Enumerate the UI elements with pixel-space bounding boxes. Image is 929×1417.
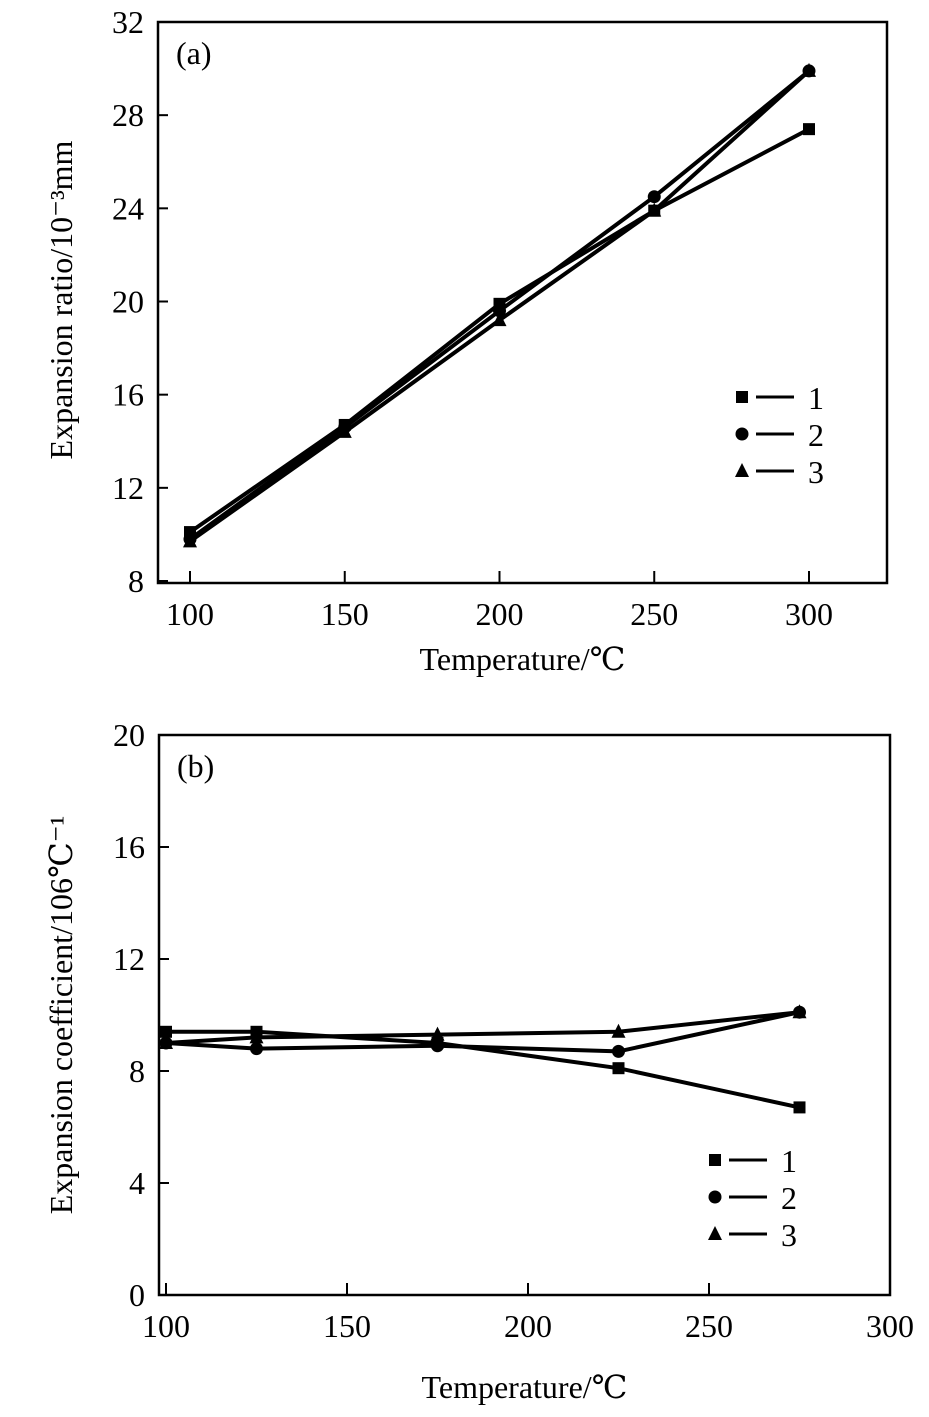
data-point [792,1004,807,1019]
data-point [612,1062,625,1075]
x-axis-label: Temperature/℃ [422,1369,628,1405]
y-axis-label: Expansion coefficient/106℃⁻¹ [43,816,79,1214]
series-3 [159,1004,807,1049]
y-axis-label: Expansion ratio/10⁻³mm [43,140,79,459]
panel-label: (a) [176,35,212,71]
y-tick-label: 32 [112,4,144,40]
data-point [493,304,506,318]
legend-item: 1 [709,1143,797,1179]
data-point [160,1025,172,1038]
chart-panel-a: 100 150 200 250 300 8 12 16 20 24 28 32 (a) Temperatu… [43,4,889,677]
data-point [803,123,815,136]
y-tick-label: 8 [128,563,144,599]
y-tick-label: 20 [112,284,144,320]
data-point [647,202,662,217]
data-point [250,1042,263,1056]
data-point [611,1023,626,1038]
chart-panel-b: 100 150 200 250 300 0 4 8 12 16 20 (b) Temperature/℃… [43,717,914,1405]
x-tick-label: 250 [630,596,678,632]
legend-label: 3 [808,454,824,490]
x-tick-label: 250 [685,1308,733,1344]
y-tick-label: 20 [113,717,145,753]
data-point [159,1035,173,1049]
panel-label: (b) [177,748,214,784]
x-tick-label: 200 [476,596,524,632]
y-tick-label: 28 [112,97,144,133]
x-tick-label: 300 [866,1308,914,1344]
data-point [647,190,661,204]
data-point [793,1101,806,1114]
data-point [612,1044,625,1058]
legend-item: 2 [735,417,824,453]
y-tick-label: 4 [129,1165,145,1201]
legend-marker-circle [708,1190,722,1204]
legend-marker-triangle [708,1226,722,1240]
legend-item: 3 [708,1217,797,1253]
x-tick-label: 200 [504,1308,552,1344]
legend-label: 1 [808,380,824,416]
legend-item: 3 [735,454,824,490]
data-point [183,533,197,548]
y-tick-label: 12 [113,941,145,977]
x-tick-label: 150 [321,596,369,632]
data-point [249,1029,264,1044]
series-2 [183,64,816,546]
legend-label: 2 [808,417,824,453]
legend-marker-square [709,1154,721,1166]
legend-item: 1 [736,380,824,416]
data-point [492,312,507,327]
legend-item: 2 [708,1180,797,1216]
x-tick-label: 100 [166,596,214,632]
y-tick-label: 0 [129,1277,145,1313]
x-tick-label: 100 [142,1308,190,1344]
x-tick-label: 300 [785,596,833,632]
legend-label: 3 [781,1217,797,1253]
legend-marker-square [736,391,748,403]
legend-label: 1 [781,1143,797,1179]
x-tick-label: 150 [323,1308,371,1344]
legend-marker-circle [735,427,749,441]
y-tick-label: 8 [129,1053,145,1089]
y-tick-label: 16 [112,377,144,413]
legend-label: 2 [781,1180,797,1216]
y-tick-label: 24 [112,190,144,226]
y-tick-label: 12 [112,470,144,506]
data-point [337,423,352,438]
data-point [431,1039,444,1053]
plot-frame [157,733,892,1297]
series-3 [183,62,816,548]
legend-marker-triangle [735,463,749,477]
data-point [430,1026,445,1041]
x-axis-label: Temperature/℃ [420,641,626,677]
y-tick-label: 16 [113,829,145,865]
data-point [802,62,816,77]
